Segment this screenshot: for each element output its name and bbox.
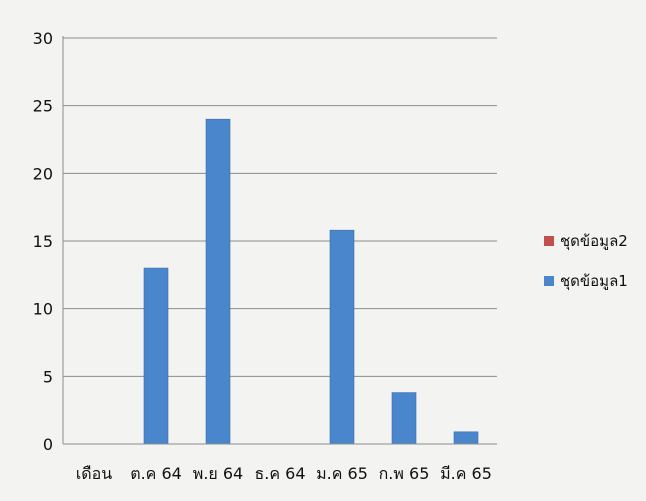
x-tick-label: มี.ค 65 bbox=[440, 464, 492, 483]
x-tick-label: เดือน bbox=[76, 464, 112, 483]
x-tick-label: ก.พ 65 bbox=[379, 464, 430, 483]
x-tick-label: พ.ย 64 bbox=[193, 464, 243, 483]
legend-label: ชุดข้อมูล2 bbox=[560, 232, 628, 251]
bar-series1-1 bbox=[143, 267, 169, 445]
x-tick-label: ม.ค 65 bbox=[316, 464, 368, 483]
legend-swatch-1 bbox=[544, 276, 554, 286]
legend-label: ชุดข้อมูล1 bbox=[560, 272, 628, 291]
x-tick-label: ธ.ค 64 bbox=[255, 464, 306, 483]
y-tick-label: 10 bbox=[33, 300, 53, 319]
y-tick-label: 20 bbox=[33, 164, 53, 183]
y-tick-label: 0 bbox=[43, 435, 53, 454]
y-tick-label: 5 bbox=[43, 367, 53, 386]
legend-swatch-2 bbox=[544, 236, 554, 246]
bar-series1-4 bbox=[329, 229, 355, 445]
bar-series1-2 bbox=[205, 118, 231, 445]
x-tick-label: ต.ค 64 bbox=[130, 464, 182, 483]
bars bbox=[143, 118, 479, 445]
y-tick-label: 15 bbox=[33, 232, 53, 251]
gridlines bbox=[63, 37, 497, 377]
bar-series1-5 bbox=[391, 392, 417, 445]
y-tick-label: 25 bbox=[33, 97, 53, 116]
bar-series1-6 bbox=[453, 431, 479, 445]
y-tick-label: 30 bbox=[33, 29, 53, 48]
axes: 0 5 10 15 20 25 30 เดือน ต.ค 64 พ.ย 64 ธ.ค 64 ม.ค 6… bbox=[33, 29, 497, 483]
legend: ชุดข้อมูล2 ชุดข้อมูล1 bbox=[544, 232, 628, 291]
